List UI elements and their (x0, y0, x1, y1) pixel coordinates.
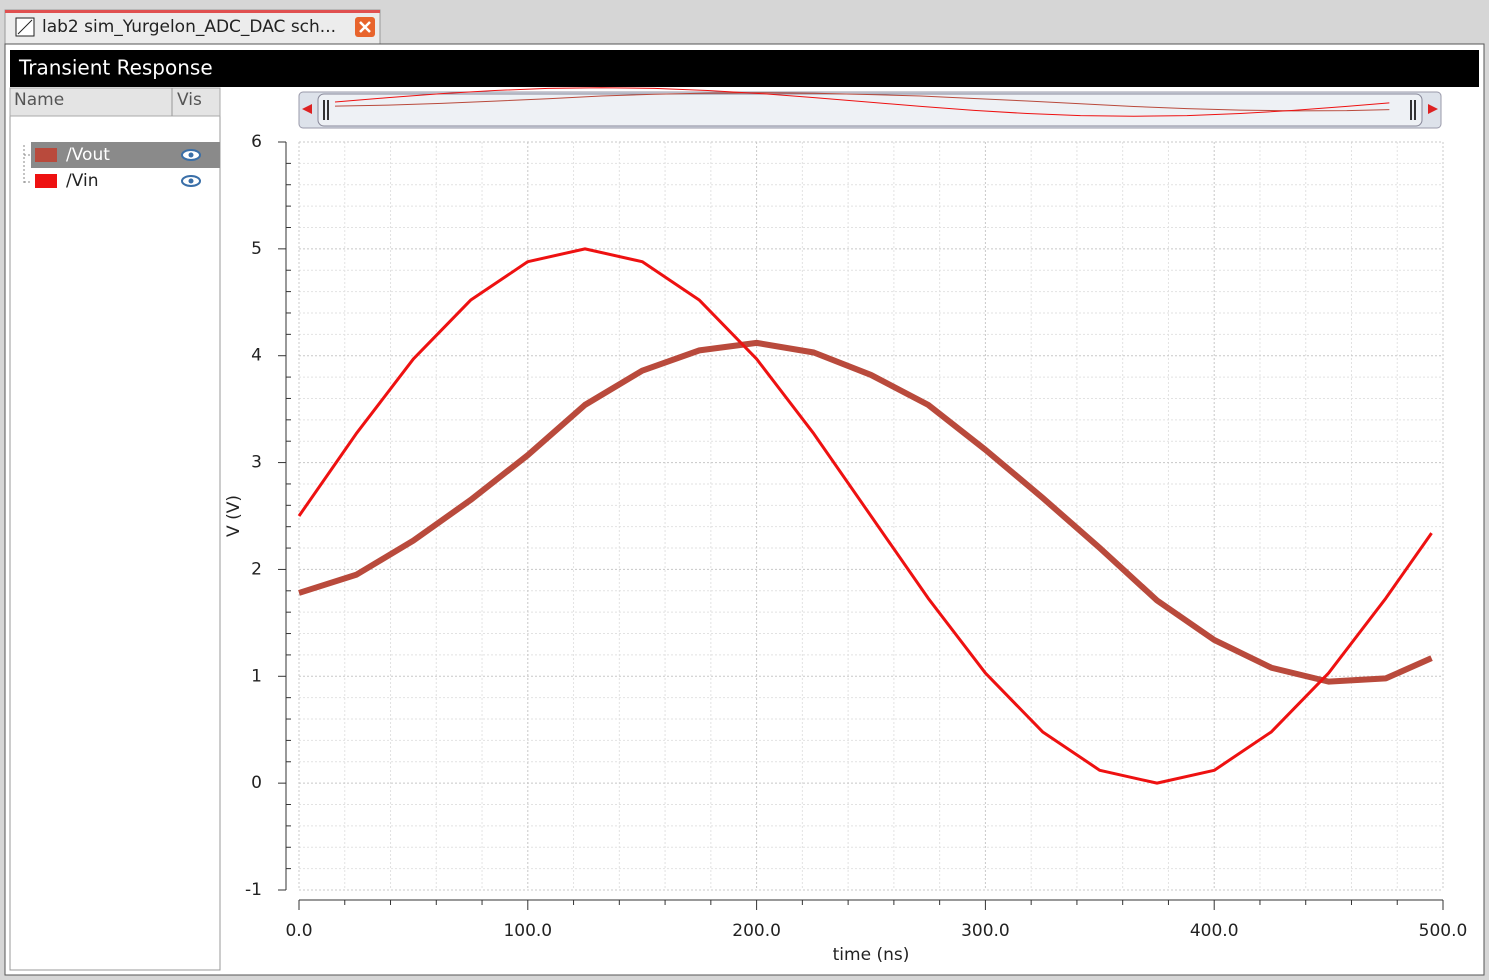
y-tick-label: 4 (251, 346, 262, 366)
tab-title[interactable]: lab2 sim_Yurgelon_ADC_DAC sch... (42, 17, 336, 37)
visibility-pupil (188, 152, 194, 158)
series-line (298, 339, 1433, 685)
column-header[interactable]: Vis (177, 90, 202, 110)
y-tick-label: 2 (251, 559, 262, 579)
y-tick-label: -1 (245, 880, 262, 900)
overview-handles[interactable] (323, 100, 1416, 120)
legend-label[interactable]: /Vout (66, 145, 110, 165)
legend-swatch[interactable] (35, 148, 57, 162)
tab-icon-line (17, 19, 33, 35)
x-tick-label: 200.0 (732, 921, 781, 941)
tab-close-x (359, 21, 371, 33)
y-tick-label: 1 (251, 666, 262, 686)
x-tick-label: 100.0 (503, 921, 552, 941)
overview-thumb[interactable] (317, 93, 1423, 127)
x-axis-label: time (ns) (833, 945, 910, 965)
y-axis-label: V (V) (224, 495, 244, 537)
window-header (10, 50, 1479, 87)
visibility-pupil (188, 178, 194, 184)
legend-label[interactable]: /Vin (66, 171, 98, 191)
trace-panel (9, 87, 221, 971)
plot-panel (222, 88, 1479, 970)
series-line (297, 247, 1433, 785)
tab-accent (5, 10, 380, 13)
legend-swatch[interactable] (35, 174, 57, 188)
column-header[interactable]: Name (14, 90, 64, 110)
x-tick-label: 0.0 (285, 921, 312, 941)
y-tick-label: 6 (251, 132, 262, 152)
x-tick-label: 300.0 (961, 921, 1010, 941)
overview-line (334, 87, 1390, 117)
panel-header (9, 87, 221, 117)
overview-line (334, 92, 1390, 112)
y-tick-label: 0 (251, 773, 262, 793)
y-tick-label: 5 (251, 239, 262, 259)
tree-lines (23, 145, 32, 183)
window-title: Transient Response (18, 56, 213, 80)
x-tick-label: 500.0 (1419, 921, 1468, 941)
tab[interactable] (4, 9, 381, 45)
x-tick-label: 400.0 (1190, 921, 1239, 941)
y-tick-label: 3 (251, 453, 262, 473)
